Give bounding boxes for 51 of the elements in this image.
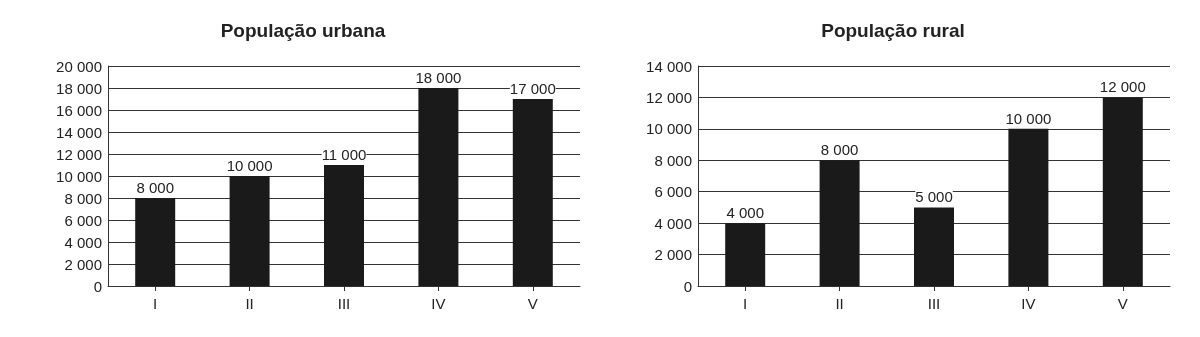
x-tick-label: I [153,295,158,312]
y-tick-label: 0 [93,277,102,295]
bar [512,99,553,286]
data-label: 10 000 [1005,109,1052,127]
y-tick-label: 6 000 [654,183,692,201]
x-tick-label: I [743,295,748,312]
data-label: 12 000 [1099,78,1146,96]
data-label: 10 000 [226,157,273,174]
data-label: 17 000 [509,80,556,97]
y-tick-label: 12 000 [56,145,102,163]
x-tick-label: IV [431,295,446,312]
x-tick-label: II [835,295,844,312]
bar [725,223,766,286]
x-tick-label: IV [1021,295,1036,312]
y-tick-label: 2 000 [64,255,102,273]
y-tick-label: 10 000 [56,167,102,185]
bar [914,207,954,286]
x-tick-label: III [927,295,941,312]
x-tick-label: V [527,295,538,312]
y-tick-label: 8 000 [654,151,692,169]
y-tick-label: 14 000 [646,57,692,75]
y-tick-label: 6 000 [64,211,102,229]
y-tick-label: 2 000 [654,246,692,264]
x-tick-label: V [1117,295,1128,312]
data-label: 4 000 [726,204,764,222]
chart-title: População rural [821,20,965,41]
y-tick-label: 8 000 [64,189,102,207]
data-label: 5 000 [915,188,953,206]
y-tick-label: 14 000 [56,123,102,141]
y-tick-label: 10 000 [646,120,692,138]
chart-title: População urbana [220,20,386,41]
bar [135,198,176,286]
y-tick-label: 12 000 [646,88,692,106]
bar [418,88,459,286]
y-tick-label: 0 [683,277,692,295]
data-label: 18 000 [415,69,462,86]
data-label: 8 000 [136,179,174,196]
bar [1008,128,1049,286]
bar [229,176,270,286]
x-tick-label: III [337,295,351,312]
y-tick-label: 4 000 [64,233,102,251]
bar [324,165,364,286]
y-tick-label: 20 000 [56,57,102,75]
y-tick-label: 4 000 [654,214,692,232]
data-label: 11 000 [321,146,367,163]
bar [819,160,860,286]
data-label: 8 000 [820,141,859,159]
x-tick-label: II [245,295,254,312]
bar [1102,97,1143,286]
y-tick-label: 18 000 [56,79,102,97]
y-tick-label: 16 000 [56,101,102,119]
